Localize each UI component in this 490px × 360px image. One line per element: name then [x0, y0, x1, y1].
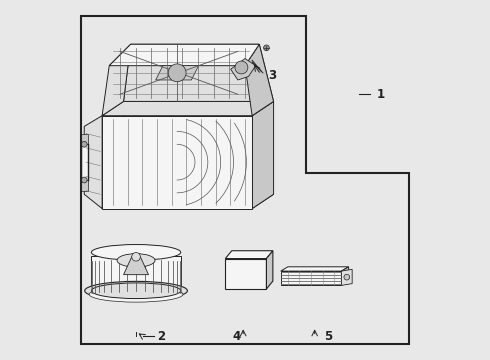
- Text: 1: 1: [377, 88, 385, 101]
- Ellipse shape: [89, 287, 183, 302]
- Polygon shape: [102, 44, 131, 116]
- Polygon shape: [156, 66, 198, 80]
- Circle shape: [344, 274, 350, 280]
- Polygon shape: [267, 251, 273, 289]
- Polygon shape: [81, 144, 88, 180]
- Polygon shape: [81, 134, 88, 144]
- Polygon shape: [123, 257, 148, 275]
- Circle shape: [132, 252, 140, 261]
- Polygon shape: [225, 258, 267, 289]
- Circle shape: [81, 141, 87, 147]
- Circle shape: [81, 177, 87, 183]
- Polygon shape: [81, 180, 88, 191]
- Polygon shape: [281, 267, 348, 271]
- Polygon shape: [252, 102, 273, 208]
- Ellipse shape: [85, 282, 187, 300]
- Polygon shape: [231, 59, 256, 80]
- Polygon shape: [245, 44, 273, 116]
- Polygon shape: [342, 269, 352, 285]
- Polygon shape: [102, 116, 252, 208]
- Text: 4: 4: [232, 330, 240, 343]
- Circle shape: [168, 64, 186, 82]
- Ellipse shape: [92, 244, 181, 260]
- Ellipse shape: [92, 283, 181, 298]
- Polygon shape: [109, 44, 259, 66]
- Ellipse shape: [117, 254, 155, 267]
- Text: 3: 3: [268, 69, 276, 82]
- Polygon shape: [123, 44, 273, 102]
- Polygon shape: [84, 116, 102, 208]
- Circle shape: [235, 61, 248, 74]
- Polygon shape: [342, 267, 348, 285]
- Polygon shape: [102, 102, 123, 208]
- Polygon shape: [102, 102, 273, 116]
- Text: 5: 5: [323, 330, 332, 343]
- Circle shape: [264, 45, 270, 51]
- Text: 2: 2: [157, 330, 166, 343]
- Polygon shape: [281, 271, 342, 285]
- Polygon shape: [92, 256, 181, 293]
- Polygon shape: [225, 251, 273, 258]
- Polygon shape: [102, 194, 273, 208]
